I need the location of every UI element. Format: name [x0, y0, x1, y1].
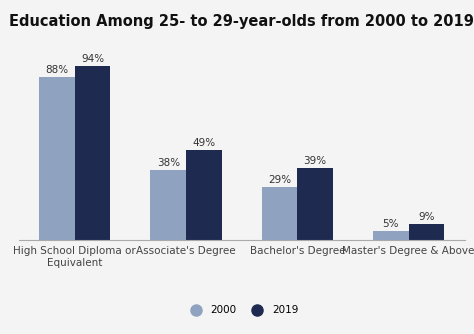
Bar [297, 168, 333, 240]
Text: 5%: 5% [383, 219, 399, 229]
Text: 39%: 39% [304, 156, 327, 166]
Bar [409, 224, 444, 240]
Text: 49%: 49% [192, 138, 216, 148]
Bar [373, 231, 409, 240]
Text: 29%: 29% [268, 175, 291, 185]
Text: 9%: 9% [418, 212, 435, 222]
Bar [150, 170, 186, 240]
Text: 88%: 88% [46, 65, 69, 75]
Legend: 2000, 2019: 2000, 2019 [181, 301, 302, 319]
Bar [186, 150, 222, 240]
Bar [75, 66, 110, 240]
Bar [39, 77, 75, 240]
Title: Education Among 25- to 29-year-olds from 2000 to 2019: Education Among 25- to 29-year-olds from… [9, 14, 474, 29]
Text: 94%: 94% [81, 54, 104, 64]
Text: 38%: 38% [157, 158, 180, 168]
Bar [262, 187, 297, 240]
